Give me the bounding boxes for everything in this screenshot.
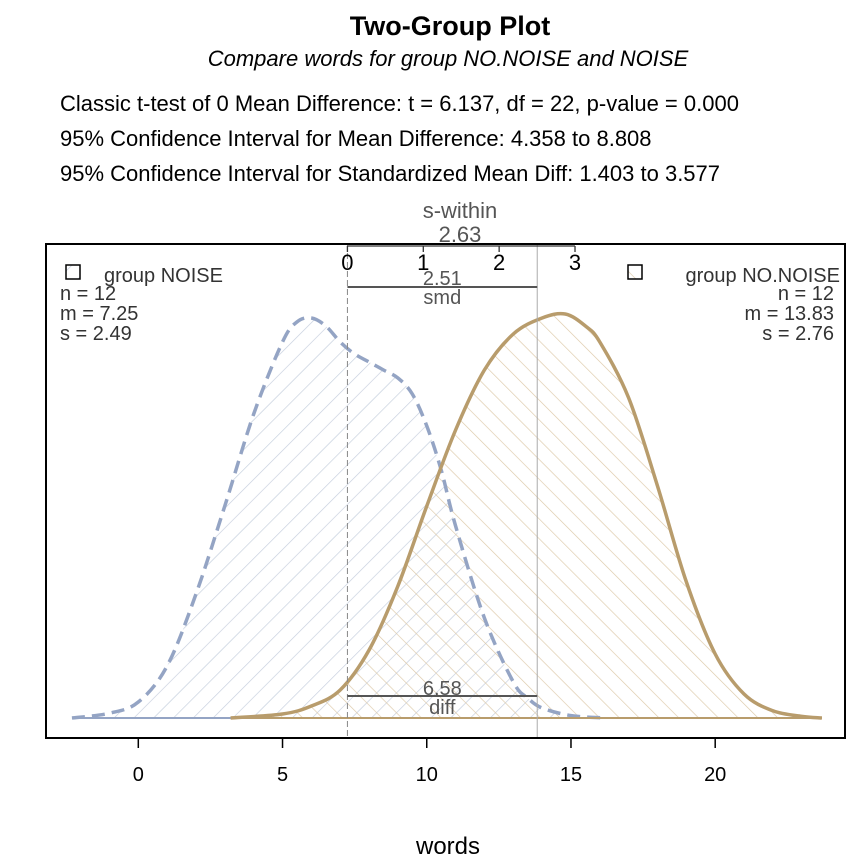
smd-value: 2.51: [423, 268, 462, 290]
smd-axis-tick-label: 2: [493, 250, 505, 275]
stat-line-ci-mean: 95% Confidence Interval for Mean Differe…: [60, 126, 652, 151]
diff-value: 6.58: [423, 678, 462, 700]
diff-label: diff: [429, 697, 456, 719]
density-line-noise: [71, 316, 606, 720]
smd-axis-value: 2.63: [439, 222, 482, 247]
x-axis-tick-label: 10: [416, 764, 438, 786]
legend-swatch-noise: [65, 264, 81, 280]
density-fill-nonoise: [230, 313, 822, 718]
smd-label: smd: [423, 287, 461, 309]
x-axis-tick-label: 5: [277, 764, 288, 786]
density-line-nonoise: [230, 311, 823, 720]
chart-subtitle: Compare words for group NO.NOISE and NOI…: [208, 46, 689, 71]
smd-axis-title: s-within: [423, 198, 498, 223]
group-noise-s: s = 2.49: [60, 323, 132, 345]
group-nonoise-m: m = 13.83: [744, 303, 834, 325]
x-axis: 0 5 10 15 20: [133, 737, 726, 786]
smd-axis-tick-label: 0: [341, 250, 353, 275]
legend-swatch-nonoise: [627, 264, 643, 280]
legend-label-noise: group NOISE: [104, 265, 223, 287]
x-axis-label: words: [415, 833, 480, 860]
smd-axis-tick-label: 1: [417, 250, 429, 275]
group-noise-n: n = 12: [60, 283, 116, 305]
group-nonoise-n: n = 12: [778, 283, 834, 305]
group-noise-m: m = 7.25: [60, 303, 138, 325]
legend-label-nonoise: group NO.NOISE: [685, 265, 840, 287]
chart-title: Two-Group Plot: [350, 11, 550, 41]
stat-line-ttest: Classic t-test of 0 Mean Difference: t =…: [60, 91, 739, 116]
x-axis-tick-label: 20: [704, 764, 726, 786]
group-nonoise-s: s = 2.76: [762, 323, 834, 345]
x-axis-tick-label: 15: [560, 764, 582, 786]
stat-line-ci-smd: 95% Confidence Interval for Standardized…: [60, 161, 720, 186]
x-axis-tick-label: 0: [133, 764, 144, 786]
smd-axis-tick-label: 3: [569, 250, 581, 275]
